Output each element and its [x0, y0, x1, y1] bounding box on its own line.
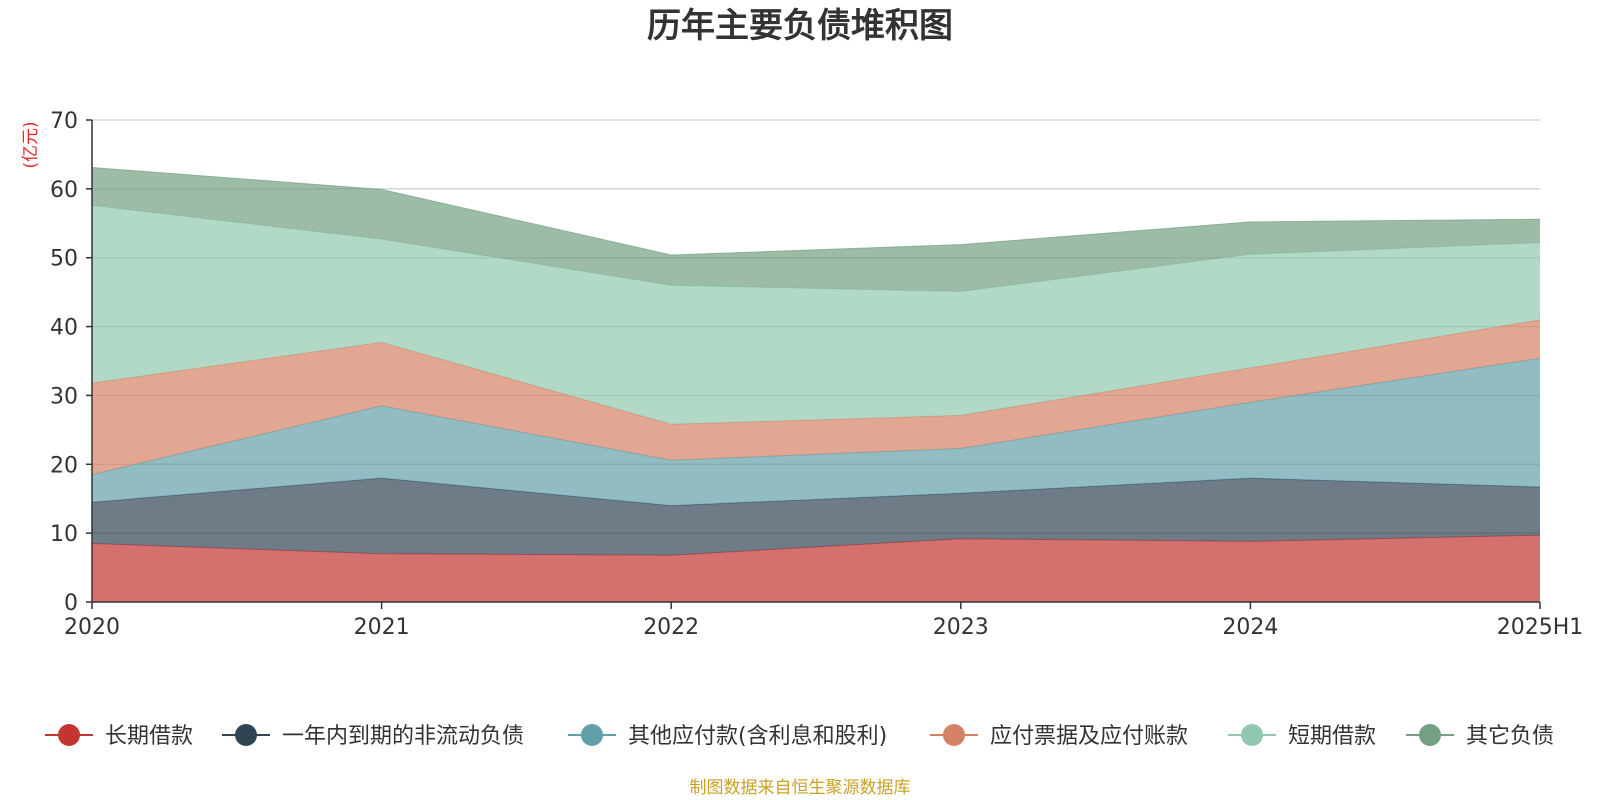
x-tick-label: 2023 — [933, 615, 989, 640]
x-tick-label: 2021 — [354, 615, 410, 640]
area-2 — [92, 478, 1540, 556]
legend-label: 短期借款 — [1288, 724, 1376, 749]
legend-label: 一年内到期的非流动负债 — [282, 724, 524, 749]
legend: 长期借款 一年内到期的非流动负债 其他应付款(含利息和股利) 应付票据及应付账款 短期借… — [45, 724, 1554, 749]
data-source-note: 制图数据来自恒生聚源数据库 — [690, 778, 911, 798]
area-3 — [92, 358, 1540, 506]
y-tick-label: 20 — [50, 453, 78, 478]
area-5 — [92, 205, 1540, 425]
legend-marker — [235, 724, 257, 746]
x-tick-label: 2025H1 — [1497, 615, 1584, 640]
area-4 — [92, 319, 1540, 475]
legend-marker — [58, 724, 80, 746]
chart-title: 历年主要负债堆积图 — [647, 6, 953, 46]
y-axis-unit: (亿元) — [21, 121, 41, 168]
legend-label: 其它负债 — [1466, 724, 1554, 749]
axes: 0 10 20 30 40 50 60 70 2020 2021 2022 2023 2024 2025H… — [50, 109, 1583, 640]
x-tick-label: 2020 — [64, 615, 120, 640]
area-6 — [92, 167, 1540, 292]
legend-item: 一年内到期的非流动负债 — [222, 724, 524, 749]
legend-label: 其他应付款(含利息和股利) — [628, 724, 887, 749]
legend-marker — [943, 724, 965, 746]
y-tick-label: 60 — [50, 178, 78, 203]
legend-marker — [581, 724, 603, 746]
legend-item: 其他应付款(含利息和股利) — [568, 724, 887, 749]
legend-marker — [1241, 724, 1263, 746]
y-tick-label: 10 — [50, 522, 78, 547]
y-tick-label: 40 — [50, 316, 78, 341]
legend-item: 短期借款 — [1228, 724, 1376, 749]
area-edge-6 — [91, 167, 1541, 256]
legend-label: 长期借款 — [105, 724, 193, 749]
y-tick-label: 0 — [64, 591, 78, 616]
legend-item: 长期借款 — [45, 724, 193, 749]
legend-item: 应付票据及应付账款 — [930, 724, 1188, 749]
area-series — [91, 167, 1541, 602]
y-tick-label: 70 — [50, 109, 78, 134]
y-tick-label: 30 — [50, 384, 78, 409]
legend-marker — [1419, 724, 1441, 746]
legend-item: 其它负债 — [1406, 724, 1554, 749]
legend-label: 应付票据及应付账款 — [990, 724, 1188, 749]
area-1 — [92, 535, 1540, 602]
y-tick-label: 50 — [50, 247, 78, 272]
x-tick-label: 2024 — [1222, 615, 1278, 640]
x-tick-label: 2022 — [643, 615, 699, 640]
